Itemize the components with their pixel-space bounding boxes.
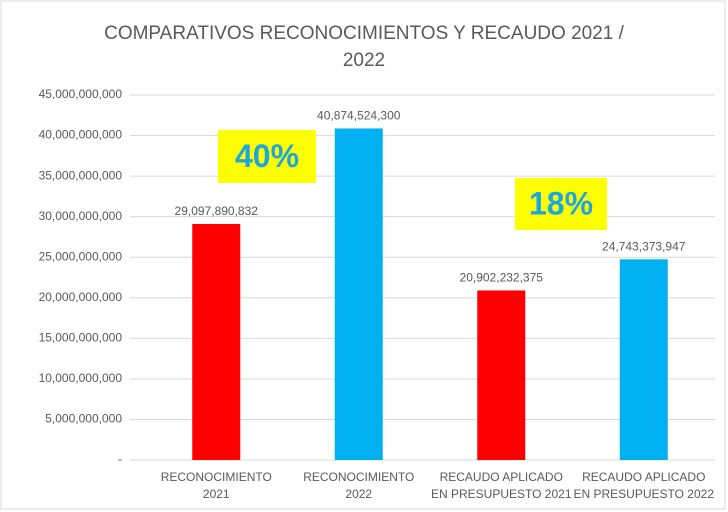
x-tick-label: 2022 — [345, 487, 372, 501]
chart-title: COMPARATIVOS RECONOCIMIENTOS Y RECAUDO 2… — [104, 23, 625, 71]
x-tick-label: RECAUDO APLICADO — [582, 470, 705, 484]
annotation: 40% — [235, 138, 299, 174]
value-label: 29,097,890,832 — [175, 204, 259, 218]
y-tick-label: 35,000,000,000 — [39, 168, 123, 182]
y-tick-label: - — [118, 452, 122, 466]
value-label: 24,743,373,947 — [602, 239, 686, 253]
x-tick-label: EN PRESUPUESTO 2021 — [431, 487, 572, 501]
value-label: 20,902,232,375 — [460, 271, 544, 285]
x-tick-label: RECONOCIMIENTO — [161, 470, 272, 484]
y-tick-label: 25,000,000,000 — [39, 249, 123, 263]
y-tick-label: 10,000,000,000 — [39, 371, 123, 385]
y-tick-label: 5,000,000,000 — [45, 412, 122, 426]
bar — [477, 290, 526, 460]
bar — [192, 223, 241, 460]
value-label: 40,874,524,300 — [317, 109, 401, 123]
y-tick-label: 15,000,000,000 — [39, 331, 123, 345]
y-tick-label: 45,000,000,000 — [39, 87, 123, 101]
bar — [334, 128, 383, 460]
annotation-box — [515, 178, 607, 230]
x-tick-label: EN PRESUPUESTO 2022 — [573, 487, 714, 501]
y-tick-label: 40,000,000,000 — [39, 128, 123, 142]
x-tick-label: RECAUDO APLICADO — [440, 470, 563, 484]
x-tick-label: RECONOCIMIENTO — [303, 470, 414, 484]
y-tick-label: 20,000,000,000 — [39, 290, 123, 304]
bar — [619, 259, 668, 460]
annotation-box — [218, 130, 316, 183]
y-tick-label: 30,000,000,000 — [39, 209, 123, 223]
annotation: 18% — [529, 185, 593, 221]
x-tick-label: 2021 — [203, 487, 230, 501]
